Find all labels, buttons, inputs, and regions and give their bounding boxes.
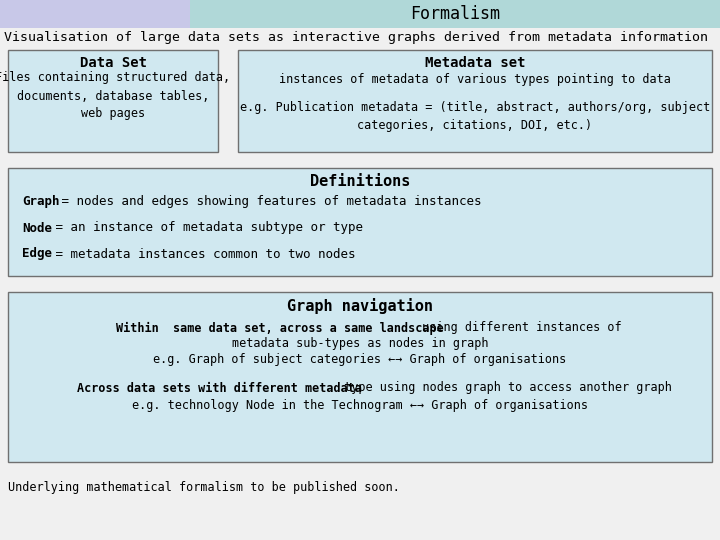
Bar [190,0,720,28]
Text: Underlying mathematical formalism to be published soon.: Underlying mathematical formalism to be … [8,481,400,494]
Text: categories, citations, DOI, etc.): categories, citations, DOI, etc.) [357,118,593,132]
Text: metadata sub-types as nodes in graph: metadata sub-types as nodes in graph [232,338,488,350]
Bar [0,0,190,28]
Text: Data Set: Data Set [79,56,146,70]
Text: using different instances of: using different instances of [415,321,622,334]
Text: e.g. Publication metadata = (title, abstract, authors/org, subject: e.g. Publication metadata = (title, abst… [240,102,710,114]
FancyBboxPatch shape [238,50,712,152]
Text: Files containing structured data,: Files containing structured data, [0,71,230,84]
Text: Visualisation of large data sets as interactive graphs derived from metadata inf: Visualisation of large data sets as inte… [4,31,708,44]
Text: Metadata set: Metadata set [425,56,526,70]
Text: Graph navigation: Graph navigation [287,298,433,314]
Text: Node: Node [22,221,52,234]
Text: Definitions: Definitions [310,173,410,188]
Text: = an instance of metadata subtype or type: = an instance of metadata subtype or typ… [48,221,363,234]
FancyBboxPatch shape [8,168,712,276]
Text: = metadata instances common to two nodes: = metadata instances common to two nodes [48,247,356,260]
Text: e.g. Graph of subject categories ←→ Graph of organisations: e.g. Graph of subject categories ←→ Grap… [153,353,567,366]
Text: documents, database tables,: documents, database tables, [17,90,210,103]
Text: Edge: Edge [22,247,52,260]
Text: Across data sets with different metadata: Across data sets with different metadata [77,381,362,395]
Text: web pages: web pages [81,107,145,120]
Text: e.g. technology Node in the Technogram ←→ Graph of organisations: e.g. technology Node in the Technogram ←… [132,399,588,411]
Text: type using nodes graph to access another graph: type using nodes graph to access another… [337,381,672,395]
Text: instances of metadata of various types pointing to data: instances of metadata of various types p… [279,73,671,86]
Text: Within  same data set, across a same landscape: Within same data set, across a same land… [116,321,444,335]
FancyBboxPatch shape [8,292,712,462]
FancyBboxPatch shape [8,50,218,152]
Text: = nodes and edges showing features of metadata instances: = nodes and edges showing features of me… [55,195,482,208]
Text: Formalism: Formalism [410,5,500,23]
Text: Graph: Graph [22,195,60,208]
